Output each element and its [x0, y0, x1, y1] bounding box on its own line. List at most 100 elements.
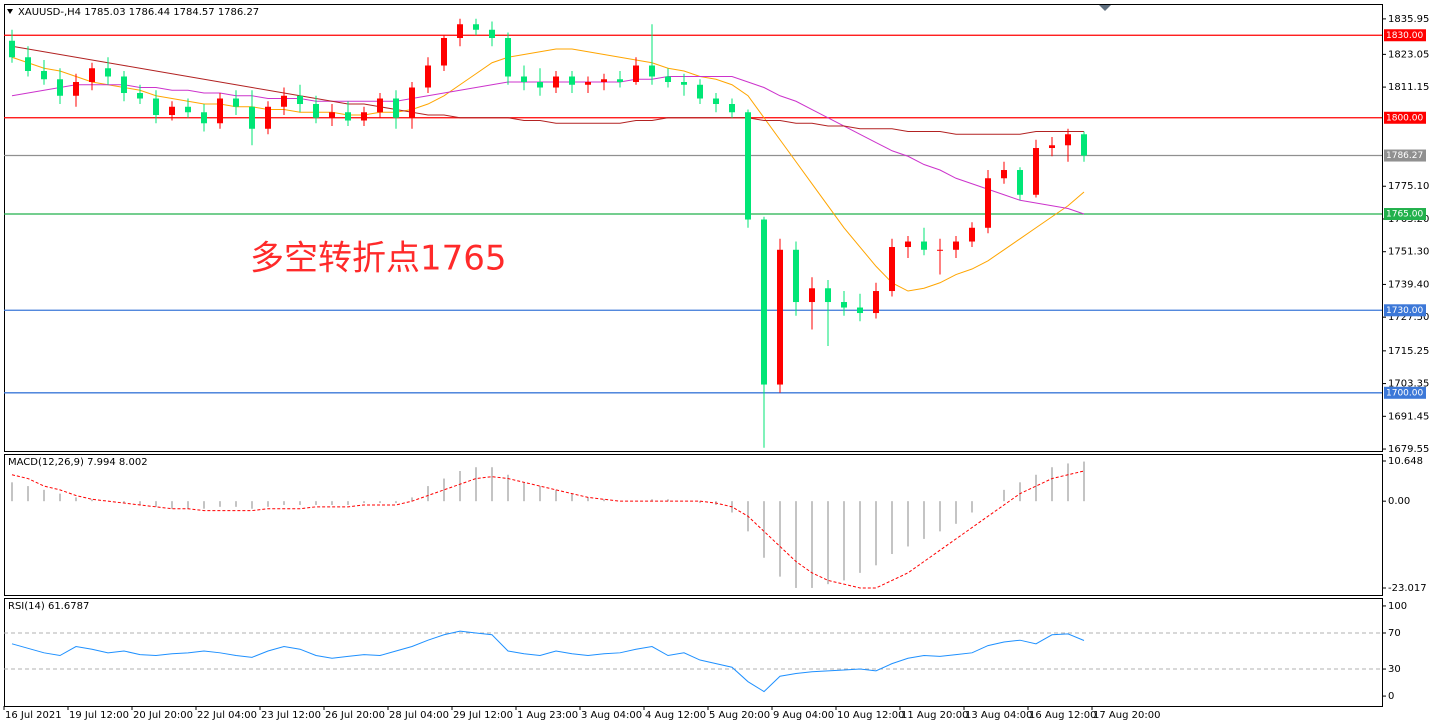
- macd-panel-frame: [4, 454, 1383, 596]
- moving-average: [11, 48, 1085, 292]
- candle-body: [873, 291, 879, 314]
- candle-body: [1017, 170, 1023, 195]
- level-label-box: [1384, 149, 1426, 162]
- candle-body: [761, 219, 767, 385]
- candle-body: [969, 227, 975, 242]
- candle-body: [1001, 170, 1007, 179]
- y-tick-label: 1715.25: [1388, 346, 1429, 357]
- x-tick-label: 19 Jul 12:00: [69, 710, 129, 721]
- y-tick-label: 1775.10: [1388, 181, 1429, 192]
- candle-body: [841, 302, 847, 308]
- candle-body: [105, 68, 111, 77]
- candle-body: [121, 76, 127, 94]
- menu-triangle[interactable]: [7, 9, 13, 14]
- candle-body: [377, 98, 383, 113]
- rsi-title: RSI(14) 61.6787: [8, 601, 89, 612]
- y-tick-label: 10.648: [1388, 456, 1423, 467]
- candle-body: [505, 38, 511, 77]
- candle-body: [57, 79, 63, 96]
- x-tick-label: 17 Aug 20:00: [1093, 710, 1160, 721]
- level-label-box: [1384, 304, 1426, 317]
- candle-body: [441, 38, 447, 66]
- candle-body: [985, 178, 991, 228]
- candle-body: [393, 98, 399, 118]
- rsi-panel-frame: [4, 598, 1383, 707]
- candle-body: [521, 76, 527, 83]
- candle-body: [201, 112, 207, 124]
- annotation: 多空转折点1765: [250, 239, 507, 279]
- candle-body: [409, 87, 415, 118]
- x-tick-label: 1 Aug 23:00: [517, 710, 578, 721]
- x-tick-label: 10 Aug 12:00: [837, 710, 904, 721]
- candle-body: [425, 65, 431, 88]
- x-tick-label: 16 Aug 12:00: [1029, 710, 1096, 721]
- x-tick-label: 23 Jul 12:00: [261, 710, 321, 721]
- candle-body: [665, 76, 671, 83]
- candle-body: [601, 79, 607, 83]
- candle-body: [633, 65, 639, 83]
- x-tick-label: 29 Jul 12:00: [453, 710, 513, 721]
- candle-body: [857, 307, 863, 314]
- candle-body: [489, 29, 495, 39]
- y-tick-label: 1811.15: [1388, 82, 1429, 93]
- candle-body: [249, 106, 255, 129]
- candle-body: [569, 76, 575, 85]
- candle-body: [9, 40, 15, 58]
- y-tick-label: 100: [1388, 601, 1407, 612]
- candle-body: [825, 288, 831, 303]
- candle-body: [1065, 134, 1071, 146]
- macd-title: MACD(12,26,9) 7.994 8.002: [8, 457, 148, 468]
- y-tick-label: 30: [1388, 664, 1401, 675]
- x-tick-label: 3 Aug 04:00: [581, 710, 642, 721]
- x-tick-label: 5 Aug 20:00: [709, 710, 770, 721]
- candle-body: [729, 104, 735, 113]
- y-tick-label: 1679.55: [1388, 444, 1429, 455]
- level-label: 1786.27: [1386, 151, 1423, 161]
- candle-body: [905, 241, 911, 248]
- y-tick-label: 1835.95: [1388, 14, 1429, 25]
- x-tick-label: 20 Jul 20:00: [133, 710, 193, 721]
- candle-body: [89, 68, 95, 83]
- candle-body: [457, 24, 463, 39]
- x-tick-label: 26 Jul 20:00: [325, 710, 385, 721]
- y-tick-label: 0.00: [1388, 496, 1410, 507]
- x-tick-label: 28 Jul 04:00: [389, 710, 449, 721]
- candle-body: [281, 95, 287, 107]
- moving-average: [11, 76, 1085, 215]
- x-tick-label: 11 Aug 20:00: [901, 710, 968, 721]
- y-tick-label: 0: [1388, 691, 1394, 702]
- x-tick-label: 9 Aug 04:00: [773, 710, 834, 721]
- level-label-box: [1384, 208, 1426, 221]
- candle-body: [137, 93, 143, 99]
- y-tick-label: 1823.05: [1388, 49, 1429, 60]
- level-label-box: [1384, 111, 1426, 124]
- candle-body: [777, 249, 783, 385]
- candle-body: [329, 112, 335, 118]
- chart-title: XAUUSD-,H4 1785.03 1786.44 1784.57 1786.…: [18, 7, 259, 18]
- macd-signal: [11, 470, 1085, 589]
- candle-body: [921, 241, 927, 250]
- level-label-box: [1384, 386, 1426, 399]
- y-tick-label: -23.017: [1388, 583, 1427, 594]
- candle-body: [793, 249, 799, 303]
- candle-body: [681, 82, 687, 85]
- shift-marker[interactable]: [1099, 5, 1111, 11]
- candle-body: [889, 247, 895, 292]
- candle-body: [25, 57, 31, 72]
- candle-body: [265, 106, 271, 129]
- y-tick-label: 1727.50: [1388, 312, 1429, 323]
- candle-body: [361, 112, 367, 121]
- candle-body: [153, 98, 159, 116]
- level-label: 1830.00: [1386, 31, 1423, 41]
- candle-body: [217, 98, 223, 124]
- candle-body: [809, 288, 815, 303]
- candle-body: [617, 79, 623, 83]
- level-label: 1730.00: [1386, 306, 1423, 316]
- candle-body: [41, 71, 47, 80]
- moving-average: [11, 45, 1084, 135]
- candle-body: [185, 106, 191, 113]
- level-label: 1700.00: [1386, 388, 1423, 398]
- y-tick-label: 70: [1388, 628, 1401, 639]
- price-panel-frame: [4, 4, 1383, 452]
- candle-body: [1033, 148, 1039, 195]
